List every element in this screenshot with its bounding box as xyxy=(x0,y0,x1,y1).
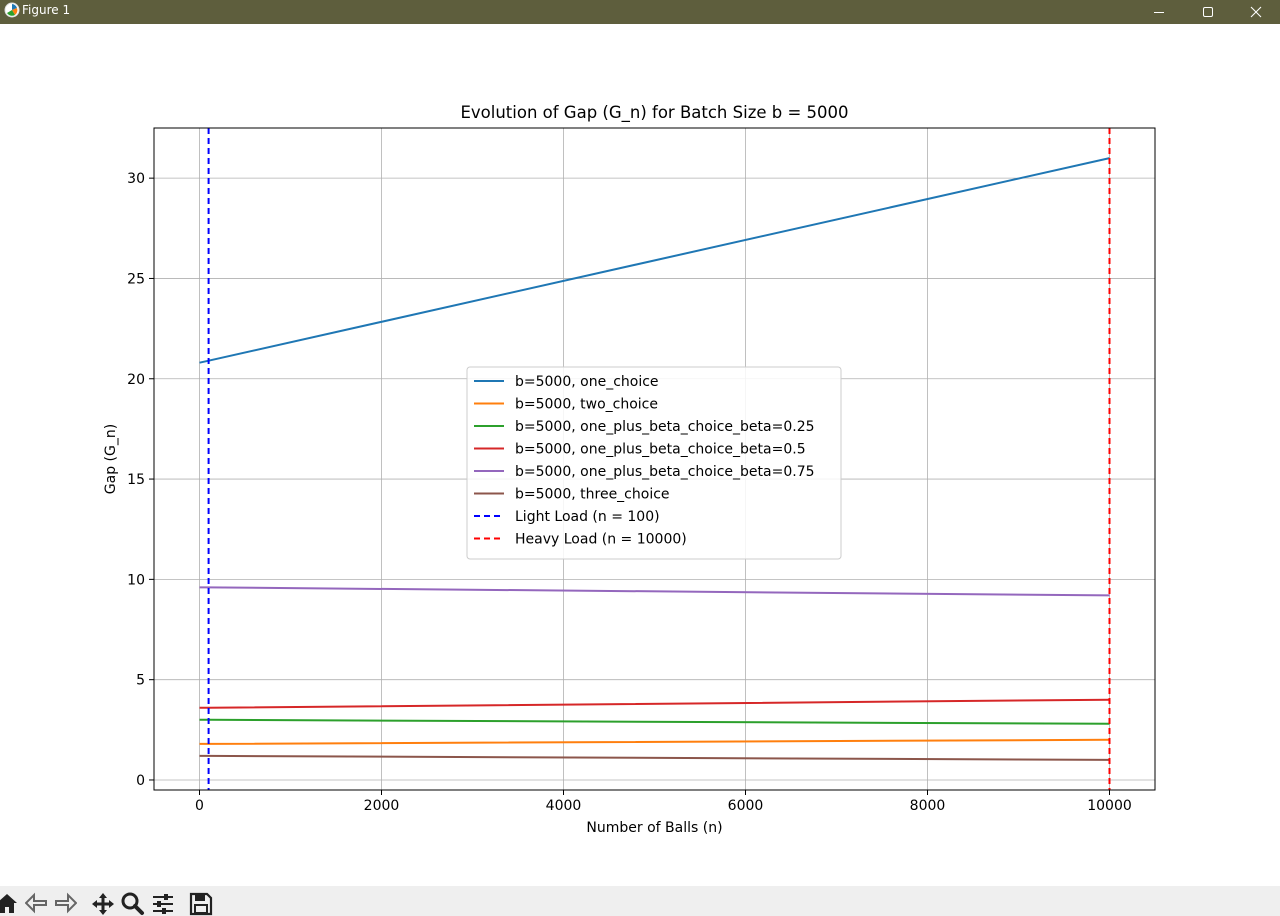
legend-label: b=5000, two_choice xyxy=(515,397,658,413)
window-title: Figure 1 xyxy=(22,3,71,17)
minimize-button[interactable] xyxy=(1135,0,1183,24)
y-tick-label: 15 xyxy=(127,472,145,488)
close-button[interactable] xyxy=(1232,0,1280,24)
legend-box xyxy=(466,366,842,560)
y-tick-label: 0 xyxy=(136,773,145,789)
series-line-5 xyxy=(199,586,1110,597)
configure-subplots-button[interactable] xyxy=(150,892,176,916)
zoom-button[interactable] xyxy=(120,892,146,916)
forward-button[interactable] xyxy=(52,892,78,916)
back-button[interactable] xyxy=(24,892,50,916)
matplotlib-logo-icon xyxy=(4,2,20,18)
series-line-3 xyxy=(199,718,1110,725)
maximize-icon xyxy=(1203,7,1213,17)
close-icon xyxy=(1250,6,1262,18)
minimize-icon xyxy=(1154,12,1164,13)
pan-button[interactable] xyxy=(90,892,116,916)
y-tick-label: 30 xyxy=(127,171,145,187)
home-button[interactable] xyxy=(0,892,20,916)
forward-arrow-icon xyxy=(55,892,77,914)
configure-subplots-icon xyxy=(153,894,173,914)
x-tick-label: 8000 xyxy=(910,798,946,814)
y-axis-label: Gap (G_n) xyxy=(103,424,119,494)
x-tick-label: 0 xyxy=(195,798,204,814)
home-icon xyxy=(0,894,17,913)
save-icon xyxy=(189,892,213,916)
title-bar: Figure 1 xyxy=(0,0,1280,24)
x-tick-label: 6000 xyxy=(728,798,764,814)
series-line-2 xyxy=(199,738,1110,745)
y-tick-label: 25 xyxy=(127,271,145,287)
legend-label: Heavy Load (n = 10000) xyxy=(515,532,687,548)
legend-label: Light Load (n = 100) xyxy=(515,509,660,525)
back-arrow-icon xyxy=(25,892,47,914)
y-tick-label: 10 xyxy=(127,572,145,588)
x-tick-label: 10000 xyxy=(1087,798,1132,814)
navigation-toolbar xyxy=(0,886,1280,916)
chart-title: Evolution of Gap (G_n) for Batch Size b … xyxy=(460,103,848,123)
y-tick-label: 20 xyxy=(127,372,145,388)
save-button[interactable] xyxy=(188,892,214,916)
legend-label: b=5000, one_plus_beta_choice_beta=0.25 xyxy=(515,419,815,435)
legend-label: b=5000, one_choice xyxy=(515,374,659,390)
x-tick-label: 2000 xyxy=(364,798,400,814)
axes-frame xyxy=(153,127,1156,791)
series-line-4 xyxy=(199,698,1110,709)
series-line-1 xyxy=(199,157,1110,364)
legend-label: b=5000, three_choice xyxy=(515,487,670,503)
figure-canvas[interactable]: 0 2000 4000 6000 8000 10000 0 5 10 15 20 25 30 Evolut… xyxy=(0,24,1280,886)
legend-label: b=5000, one_plus_beta_choice_beta=0.5 xyxy=(515,442,806,458)
legend-label: b=5000, one_plus_beta_choice_beta=0.75 xyxy=(515,464,815,480)
y-tick-label: 5 xyxy=(136,673,145,689)
series-line-6 xyxy=(199,754,1110,761)
maximize-button[interactable] xyxy=(1184,0,1232,24)
pan-icon xyxy=(92,893,114,915)
zoom-icon xyxy=(121,892,144,915)
x-tick-label: 4000 xyxy=(546,798,582,814)
x-axis-label: Number of Balls (n) xyxy=(586,820,722,836)
line-chart: 0 2000 4000 6000 8000 10000 0 5 10 15 20 25 30 Evolut… xyxy=(103,103,1156,836)
